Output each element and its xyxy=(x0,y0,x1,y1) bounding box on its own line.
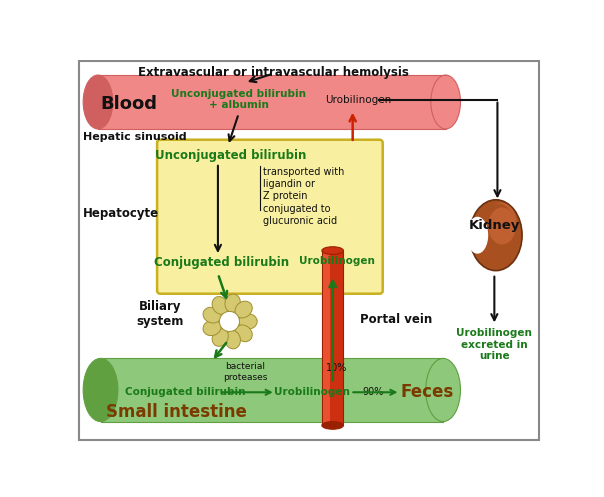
Ellipse shape xyxy=(83,75,113,129)
Ellipse shape xyxy=(484,202,516,245)
Ellipse shape xyxy=(83,358,118,421)
Bar xyxy=(100,358,443,421)
Text: Urobilinogen
excreted in
urine: Urobilinogen excreted in urine xyxy=(457,328,532,361)
Text: transported with
ligandin or
Z protein: transported with ligandin or Z protein xyxy=(263,167,345,201)
Text: Blood: Blood xyxy=(100,94,157,112)
Bar xyxy=(98,75,446,129)
Ellipse shape xyxy=(488,207,516,245)
Text: 10%: 10% xyxy=(326,363,347,373)
Text: 90%: 90% xyxy=(363,387,384,397)
Bar xyxy=(323,250,330,425)
Text: Unconjugated bilirubin
+ albumin: Unconjugated bilirubin + albumin xyxy=(171,89,306,110)
Text: Portal vein: Portal vein xyxy=(361,314,432,327)
Text: Urobilinogen: Urobilinogen xyxy=(274,387,350,397)
Text: Hepatic sinusoid: Hepatic sinusoid xyxy=(83,132,187,142)
Text: Conjugated bilirubin: Conjugated bilirubin xyxy=(154,256,289,269)
Bar xyxy=(100,358,443,421)
Text: conjugated to
glucuronic acid: conjugated to glucuronic acid xyxy=(263,204,338,226)
Ellipse shape xyxy=(426,358,460,421)
Ellipse shape xyxy=(239,314,257,329)
FancyBboxPatch shape xyxy=(157,140,383,294)
Ellipse shape xyxy=(431,75,460,129)
Bar xyxy=(98,75,446,129)
Text: bacterial
proteases: bacterial proteases xyxy=(223,362,267,382)
Ellipse shape xyxy=(235,325,252,342)
Text: Feces: Feces xyxy=(400,383,454,401)
Ellipse shape xyxy=(322,421,344,429)
Ellipse shape xyxy=(322,247,344,254)
Text: Biliary
system: Biliary system xyxy=(137,300,184,328)
Text: Hepatocyte: Hepatocyte xyxy=(83,207,159,220)
Ellipse shape xyxy=(225,294,240,313)
Ellipse shape xyxy=(203,320,221,335)
Ellipse shape xyxy=(212,329,228,346)
Ellipse shape xyxy=(212,297,228,314)
Text: Small intestine: Small intestine xyxy=(106,403,247,421)
Ellipse shape xyxy=(470,200,522,271)
Ellipse shape xyxy=(479,204,518,267)
Circle shape xyxy=(219,312,239,331)
Text: Urobilinogen: Urobilinogen xyxy=(300,256,375,266)
Text: Unconjugated bilirubin: Unconjugated bilirubin xyxy=(155,149,307,162)
Ellipse shape xyxy=(235,301,252,318)
Text: Urobilinogen: Urobilinogen xyxy=(325,95,391,105)
Text: Kidney: Kidney xyxy=(469,219,520,232)
Text: Extravascular or intravascular hemolysis: Extravascular or intravascular hemolysis xyxy=(138,66,409,79)
Ellipse shape xyxy=(467,217,488,253)
Ellipse shape xyxy=(225,331,240,349)
Ellipse shape xyxy=(203,307,221,323)
Text: Conjugated bilirubin: Conjugated bilirubin xyxy=(124,387,245,397)
Bar xyxy=(322,250,344,425)
